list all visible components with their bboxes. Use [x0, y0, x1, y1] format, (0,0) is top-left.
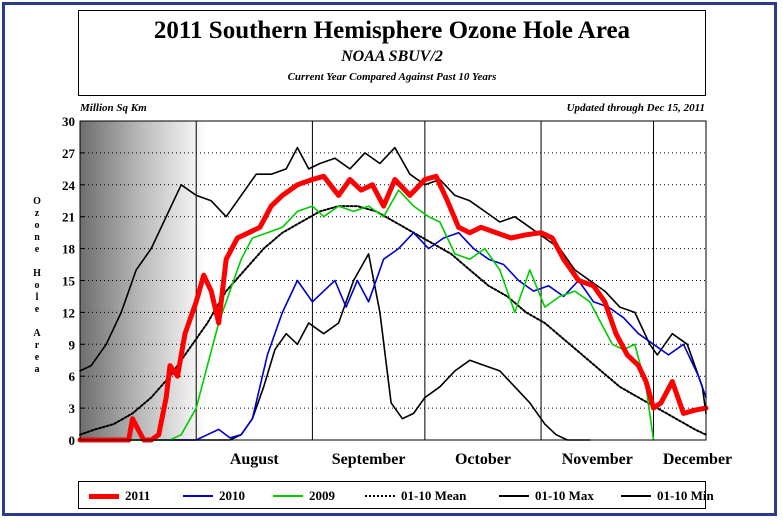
series-line-min — [79, 253, 591, 441]
y-axis-label-char: o — [34, 220, 40, 231]
y-tick-label: 9 — [69, 337, 76, 352]
y-axis-label-char: l — [35, 292, 39, 303]
updated-label: Updated through Dec 15, 2011 — [566, 102, 705, 114]
month-label: August — [230, 451, 280, 468]
legend: 2011 2010 2009 01-10 Mean 01-10 Max 01-10 Min — [78, 481, 714, 509]
y-axis-label-char: H — [33, 268, 41, 279]
polar-night-shading — [80, 121, 208, 440]
legend-swatch — [183, 495, 213, 497]
chart-title: 2011 Southern Hemisphere Ozone Hole Area — [153, 17, 631, 44]
legend-label: 01-10 Min — [657, 488, 714, 503]
series-line-s2009 — [79, 189, 655, 441]
y-tick-label: 3 — [69, 401, 76, 416]
y-axis-label-char: n — [34, 232, 40, 243]
y-axis-label-char: O — [33, 196, 41, 207]
legend-swatch — [621, 495, 651, 497]
legend-label: 01-10 Max — [535, 488, 594, 503]
legend-swatch — [89, 494, 119, 499]
legend-label: 2010 — [219, 488, 245, 503]
y-axis-label-char: e — [34, 244, 40, 255]
title-box: 2011 Southern Hemisphere Ozone Hole Area… — [78, 10, 706, 96]
y-axis-label-char: e — [34, 304, 40, 315]
series-line-s2011 — [77, 173, 709, 443]
y-tick-label: 24 — [62, 178, 76, 193]
plot-border — [79, 120, 707, 441]
chart-subtitle: NOAA SBUV/2 — [341, 48, 443, 65]
month-label: November — [562, 451, 633, 468]
y-tick-label: 0 — [69, 433, 76, 448]
units-label: Million Sq Km — [80, 102, 147, 114]
y-axis-label-char: o — [34, 280, 40, 291]
legend-label: 2011 — [125, 488, 151, 503]
y-axis-label-char: r — [34, 340, 40, 351]
y-tick-label: 30 — [62, 114, 75, 129]
y-tick-label: 18 — [62, 242, 76, 257]
y-tick-label: 21 — [62, 210, 75, 225]
y-axis-label-char: e — [34, 352, 40, 363]
series-line-max — [79, 146, 707, 415]
y-tick-label: 27 — [62, 146, 76, 161]
y-tick-label: 6 — [69, 369, 76, 384]
legend-label: 01-10 Mean — [401, 488, 467, 503]
legend-label: 2009 — [309, 488, 335, 503]
y-tick-label: 15 — [62, 274, 76, 289]
y-axis-label-char: A — [33, 328, 41, 339]
chart-subsubtitle: Current Year Compared Against Past 10 Ye… — [287, 71, 497, 83]
legend-swatch — [365, 495, 395, 497]
y-tick-label: 12 — [62, 305, 75, 320]
legend-swatch — [499, 495, 529, 497]
y-axis-label-char: a — [34, 364, 40, 375]
legend-swatch — [273, 495, 303, 497]
month-label: December — [663, 451, 732, 468]
month-label: October — [455, 451, 511, 468]
y-axis-label-char: z — [34, 208, 40, 219]
month-label: September — [332, 451, 406, 468]
